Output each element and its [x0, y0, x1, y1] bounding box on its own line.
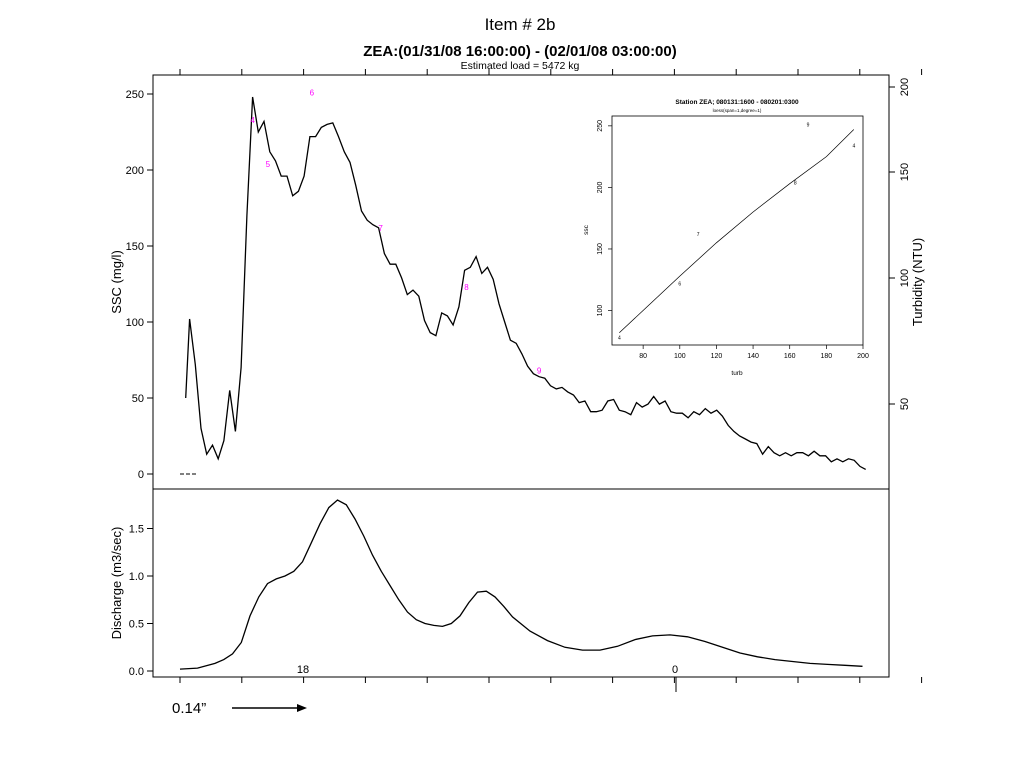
ssc-sample-label: 6: [310, 88, 315, 97]
inset-points: 4 6 7 8 9 4: [618, 123, 856, 342]
inset-x-label: turb: [731, 370, 743, 377]
turbidity-y-tick-label: 150: [899, 163, 911, 181]
inset-loess-fit-line: [619, 129, 855, 333]
ssc-y-tick-label: 0: [138, 469, 144, 481]
discharge-y-axis-label: Discharge (m3/sec): [109, 527, 124, 640]
inset-point-label: 4: [852, 144, 855, 150]
inset-subtitle: loess(span=1,degree=1): [713, 108, 762, 113]
chart-subtitle: Estimated load = 5472 kg: [461, 60, 580, 72]
discharge-y-tick-label: 1.0: [129, 571, 144, 583]
time-ticks-bottom: [179, 677, 923, 683]
turbidity-y-tick-label: 200: [899, 78, 911, 96]
ssc-y-axis-label: SSC (mg/l): [109, 250, 124, 314]
inset-point-label: 8: [794, 180, 797, 186]
discharge-annotation-0: 0: [672, 664, 678, 676]
inset-x-tick-label: 80: [639, 353, 647, 360]
ssc-sample-label: 8: [464, 283, 469, 292]
inset-point-label: 9: [807, 123, 810, 129]
rainfall-arrow-head: [297, 704, 307, 712]
inset-title: Station ZEA; 080131:1600 - 080201:0300: [675, 99, 799, 106]
inset-axes: 80 100 120 140 160 180 200 100 150 200 250: [597, 120, 869, 360]
discharge-panel-frame: [152, 488, 890, 678]
inset-background: [582, 89, 878, 383]
ssc-sample-label: 4: [250, 116, 255, 125]
inset-chart: Station ZEA; 080131:1600 - 080201:0300 l…: [582, 89, 878, 383]
ssc-sample-labels: 4 5 6 7 8 9: [250, 88, 542, 375]
inset-y-tick-label: 250: [597, 120, 604, 132]
inset-y-tick-label: 100: [597, 305, 604, 317]
inset-x-tick-label: 140: [747, 353, 759, 360]
ssc-y-axis: 0 50 100 150 200 250: [126, 89, 153, 481]
chart-title: ZEA:(01/31/08 16:00:00) - (02/01/08 03:0…: [363, 43, 677, 60]
ssc-y-tick-label: 100: [126, 317, 144, 329]
discharge-y-tick-label: 0.5: [129, 619, 144, 631]
discharge-annotation-18: 18: [297, 664, 309, 676]
slide-heading: Item # 2b: [485, 15, 556, 34]
inset-x-tick-label: 180: [821, 353, 833, 360]
inset-y-label: ssc: [583, 224, 590, 235]
ssc-series-line: [185, 96, 867, 470]
inset-x-tick-label: 120: [711, 353, 723, 360]
turbidity-y-tick-label: 100: [899, 269, 911, 287]
discharge-y-tick-label: 0.0: [129, 666, 144, 678]
inset-plot-frame: [611, 115, 864, 346]
ssc-y-tick-label: 250: [126, 89, 144, 101]
inset-x-tick-label: 100: [674, 353, 686, 360]
discharge-y-axis: 0.0 0.5 1.0 1.5: [129, 524, 153, 678]
discharge-series-line: [179, 499, 863, 670]
inset-y-tick-label: 200: [597, 181, 604, 193]
inset-x-tick-label: 200: [857, 353, 869, 360]
inset-y-tick-label: 150: [597, 243, 604, 255]
inset-point-label: 7: [697, 232, 700, 238]
inset-point-label: 4: [618, 336, 621, 342]
turbidity-y-tick-label: 50: [899, 398, 911, 410]
ssc-y-tick-label: 150: [126, 241, 144, 253]
inset-point-label: 6: [678, 281, 681, 287]
inset-x-tick-label: 160: [784, 353, 796, 360]
ssc-sample-label: 7: [378, 224, 383, 233]
turbidity-y-axis: 50 100 150 200: [889, 78, 911, 410]
ssc-sample-label: 5: [266, 160, 271, 169]
ssc-y-tick-label: 200: [126, 165, 144, 177]
time-ticks-top: [179, 69, 923, 75]
ssc-y-tick-label: 50: [132, 393, 144, 405]
discharge-y-tick-label: 1.5: [129, 524, 144, 536]
rainfall-label: 0.14”: [172, 700, 206, 717]
turbidity-y-axis-label: Turbidity (NTU): [910, 238, 925, 326]
ssc-sample-label: 9: [537, 367, 542, 376]
